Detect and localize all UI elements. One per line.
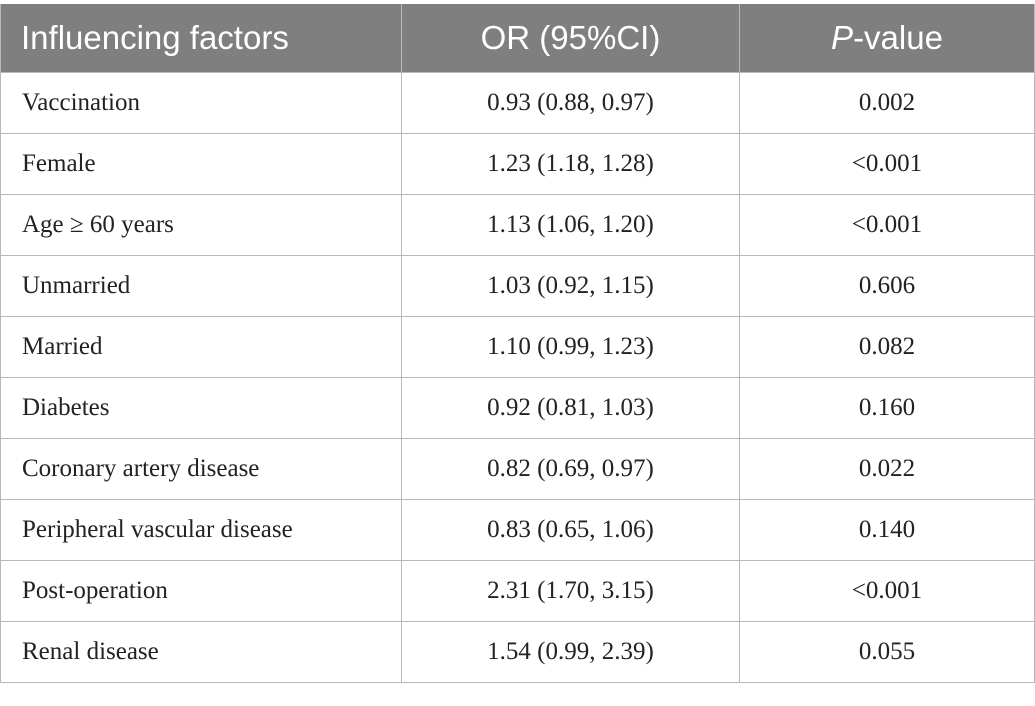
header-row: Influencing factors OR (95%CI) P-value xyxy=(0,4,1035,73)
factor-cell: Peripheral vascular disease xyxy=(0,499,402,561)
or-cell: 1.13 (1.06, 1.20) xyxy=(401,194,740,256)
or-cell: 1.10 (0.99, 1.23) xyxy=(401,316,740,378)
table-row: Married 1.10 (0.99, 1.23) 0.082 xyxy=(0,316,1035,378)
or-cell: 1.03 (0.92, 1.15) xyxy=(401,255,740,317)
table-row: Vaccination 0.93 (0.88, 0.97) 0.002 xyxy=(0,72,1035,134)
factor-cell: Coronary artery disease xyxy=(0,438,402,500)
header-p-value: P-value xyxy=(739,4,1035,73)
factor-cell: Age ≥ 60 years xyxy=(0,194,402,256)
p-value-cell: <0.001 xyxy=(739,560,1035,622)
p-value-cell: 0.606 xyxy=(739,255,1035,317)
or-cell: 0.93 (0.88, 0.97) xyxy=(401,72,740,134)
or-cell: 1.23 (1.18, 1.28) xyxy=(401,133,740,195)
results-table-container: Influencing factors OR (95%CI) P-value V… xyxy=(0,4,1035,683)
table-row: Post-operation 2.31 (1.70, 3.15) <0.001 xyxy=(0,560,1035,622)
table-row: Female 1.23 (1.18, 1.28) <0.001 xyxy=(0,133,1035,195)
table-row: Unmarried 1.03 (0.92, 1.15) 0.606 xyxy=(0,255,1035,317)
table-row: Renal disease 1.54 (0.99, 2.39) 0.055 xyxy=(0,621,1035,683)
or-cell: 0.83 (0.65, 1.06) xyxy=(401,499,740,561)
header-p-suffix: -value xyxy=(853,19,943,56)
header-p-italic: P xyxy=(831,19,854,56)
table-row: Diabetes 0.92 (0.81, 1.03) 0.160 xyxy=(0,377,1035,439)
header-or-ci: OR (95%CI) xyxy=(401,4,740,73)
factor-cell: Unmarried xyxy=(0,255,402,317)
factor-cell: Married xyxy=(0,316,402,378)
factor-cell: Post-operation xyxy=(0,560,402,622)
factor-cell: Vaccination xyxy=(0,72,402,134)
factor-cell: Female xyxy=(0,133,402,195)
p-value-cell: 0.140 xyxy=(739,499,1035,561)
p-value-cell: 0.002 xyxy=(739,72,1035,134)
or-cell: 0.82 (0.69, 0.97) xyxy=(401,438,740,500)
p-value-cell: 0.022 xyxy=(739,438,1035,500)
factor-cell: Diabetes xyxy=(0,377,402,439)
p-value-cell: <0.001 xyxy=(739,194,1035,256)
p-value-cell: 0.160 xyxy=(739,377,1035,439)
factor-cell: Renal disease xyxy=(0,621,402,683)
or-cell: 2.31 (1.70, 3.15) xyxy=(401,560,740,622)
header-influencing-factors: Influencing factors xyxy=(0,4,402,73)
p-value-cell: 0.055 xyxy=(739,621,1035,683)
influencing-factors-table: Influencing factors OR (95%CI) P-value V… xyxy=(0,4,1035,683)
table-row: Coronary artery disease 0.82 (0.69, 0.97… xyxy=(0,438,1035,500)
table-header: Influencing factors OR (95%CI) P-value xyxy=(0,4,1035,73)
or-cell: 1.54 (0.99, 2.39) xyxy=(401,621,740,683)
table-row: Age ≥ 60 years 1.13 (1.06, 1.20) <0.001 xyxy=(0,194,1035,256)
or-cell: 0.92 (0.81, 1.03) xyxy=(401,377,740,439)
table-row: Peripheral vascular disease 0.83 (0.65, … xyxy=(0,499,1035,561)
p-value-cell: <0.001 xyxy=(739,133,1035,195)
p-value-cell: 0.082 xyxy=(739,316,1035,378)
table-body: Vaccination 0.93 (0.88, 0.97) 0.002 Fema… xyxy=(0,72,1035,683)
